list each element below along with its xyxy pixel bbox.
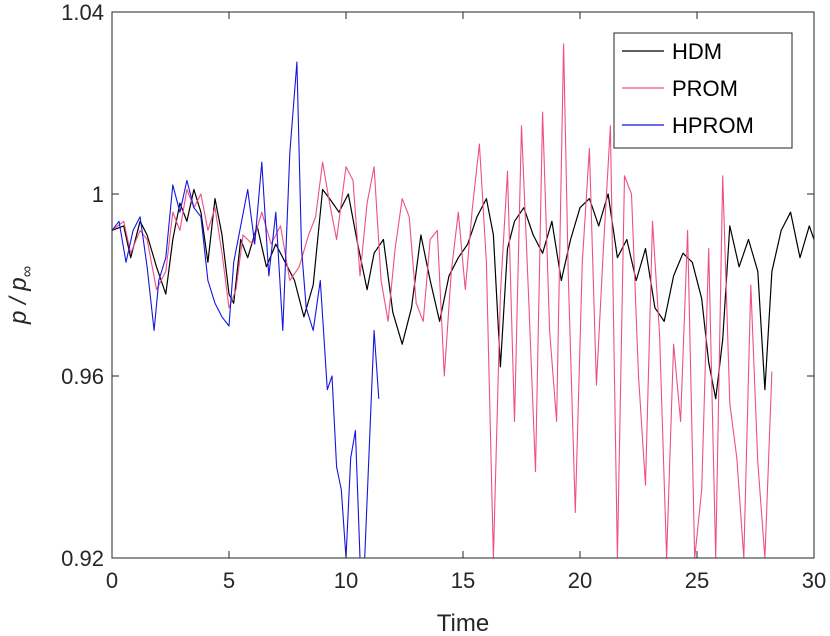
tick-layer: 0 5 10 15 20 25 30 0.92 0.96 1 1.04 — [61, 0, 826, 593]
y-tick-label: 0.92 — [61, 546, 104, 571]
x-tick-label: 25 — [685, 568, 709, 593]
x-tick-label: 30 — [802, 568, 826, 593]
y-tick-label: 0.96 — [61, 364, 104, 389]
y-axis-label: p / p∞ — [5, 266, 36, 325]
legend-label-hprom: HPROM — [672, 113, 754, 138]
legend-label-prom: PROM — [672, 76, 738, 101]
legend: HDM PROM HPROM — [613, 32, 793, 149]
y-axis-label-base: p / p — [5, 277, 32, 325]
x-tick-label: 20 — [568, 568, 592, 593]
x-tick-label: 5 — [223, 568, 235, 593]
legend-entries: HDM PROM HPROM — [622, 39, 754, 138]
x-tick-label: 15 — [451, 568, 475, 593]
x-tick-label: 0 — [106, 568, 118, 593]
y-tick-label: 1 — [92, 182, 104, 207]
y-tick-label: 1.04 — [61, 0, 104, 25]
y-axis-label-subscript: ∞ — [19, 266, 36, 277]
legend-box — [613, 32, 793, 149]
legend-label-hdm: HDM — [672, 39, 722, 64]
series-line-hprom — [111, 61, 380, 559]
x-axis-label: Time — [437, 610, 489, 636]
series-line-hdm — [111, 188, 815, 400]
x-tick-label: 10 — [334, 568, 358, 593]
